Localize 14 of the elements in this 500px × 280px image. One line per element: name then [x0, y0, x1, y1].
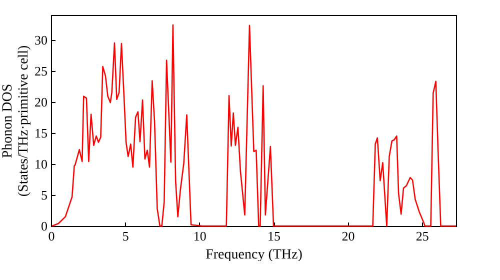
x-tick-label: 15	[268, 228, 281, 244]
y-tick-label: 25	[34, 63, 48, 78]
x-tick-label: 25	[416, 228, 429, 244]
y-axis-title: Phonon DOS (States/THz·primitive cell)	[0, 45, 32, 197]
y-tick-label: 20	[34, 94, 48, 110]
x-tick-label: 20	[342, 228, 355, 244]
x-tick-label: 10	[193, 228, 206, 244]
y-tick-label: 5	[41, 187, 48, 202]
x-tick-label: 5	[122, 228, 129, 244]
line-series	[51, 24, 457, 227]
y-tick-label: 10	[34, 156, 48, 172]
y-tick-label: 0	[41, 218, 48, 234]
y-tick-label: 30	[34, 32, 48, 48]
y-tick-label: 15	[34, 125, 48, 140]
